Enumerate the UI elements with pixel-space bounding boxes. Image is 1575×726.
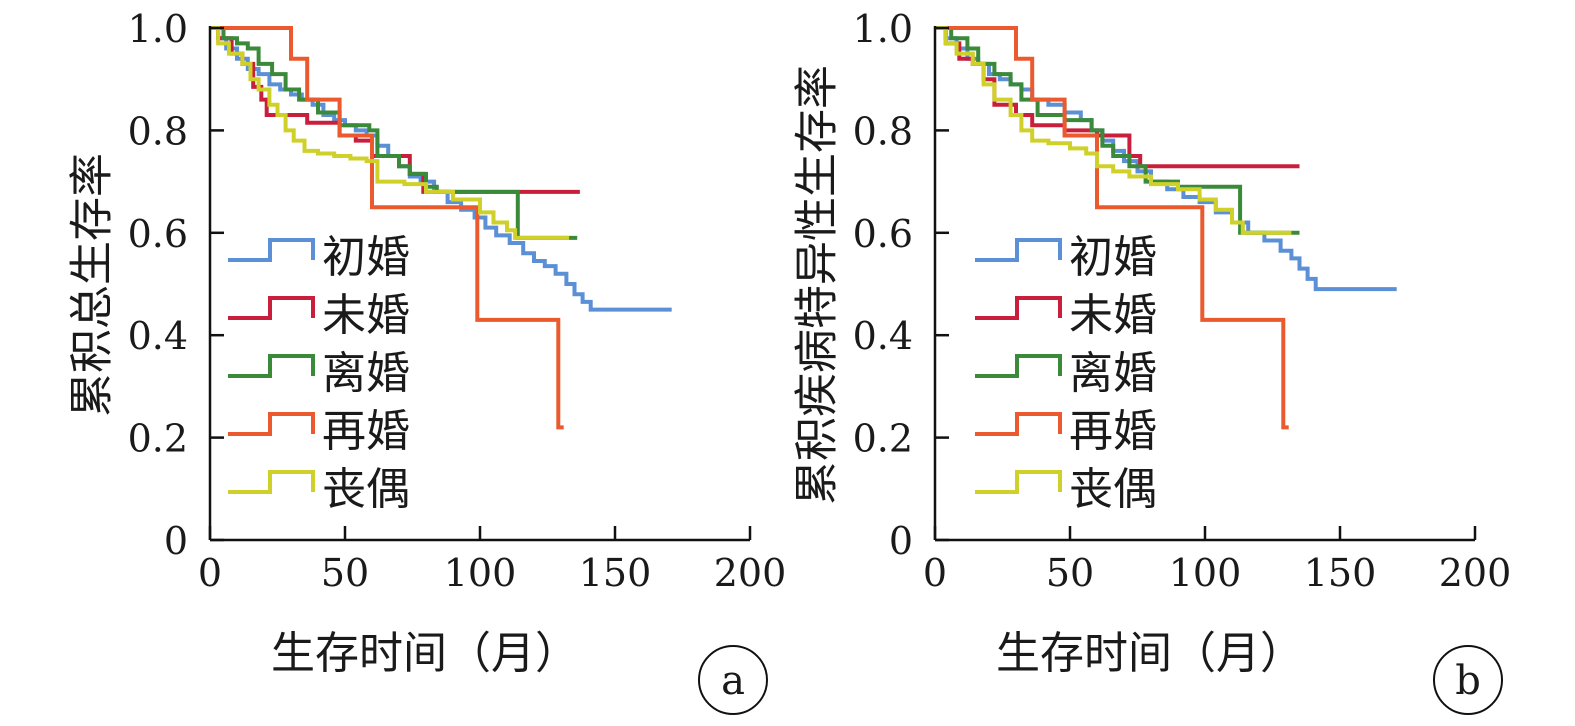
legend-swatch-2 (975, 354, 1062, 378)
legend-swatch-3 (228, 412, 315, 436)
y-tick-label: 0.2 (128, 417, 188, 461)
y-tick-label: 0.8 (853, 109, 913, 153)
x-tick-label: 200 (714, 551, 787, 595)
y-tick-label: 0.4 (128, 314, 188, 358)
legend-swatch-2 (228, 354, 315, 378)
legend-label: 离婚 (1069, 348, 1157, 399)
legend-label: 丧偶 (1069, 464, 1157, 515)
legend-swatch-0 (228, 238, 315, 262)
x-axis-label: 生存时间（月） (271, 628, 579, 679)
legend-label: 未婚 (1069, 290, 1157, 341)
series-line-4 (935, 26, 1292, 235)
y-tick-label: 0.6 (128, 212, 188, 256)
y-axis-label: 累积总生存率 (67, 153, 118, 417)
x-tick-label: 50 (1046, 551, 1094, 595)
series-line-2 (935, 26, 1300, 235)
x-tick-label: 150 (579, 551, 652, 595)
legend-swatch-1 (228, 296, 315, 320)
chart-panel-b: 0 0.2 0.4 0.6 0.8 1.0 0 50 100 150 200 生存时间（月） 累积疾病特… (792, 7, 1512, 715)
y-tick-label: 1.0 (128, 7, 188, 51)
y-axis-label: 累积疾病特异性生存率 (792, 65, 843, 505)
series-line-0 (935, 26, 1397, 292)
legend-swatch-4 (228, 470, 315, 494)
series-line-4 (210, 26, 570, 240)
x-tick-label: 100 (444, 551, 517, 595)
series-line-2 (210, 26, 578, 240)
series-line-1 (210, 26, 580, 194)
series-line-3 (210, 26, 564, 430)
y-tick-label: 1.0 (853, 7, 913, 51)
panel-label-circle (698, 645, 768, 715)
series-line-1 (935, 26, 1300, 169)
legend-swatch-0 (975, 238, 1062, 262)
x-axis-label: 生存时间（月） (996, 628, 1304, 679)
panel-label: b (1455, 658, 1481, 704)
legend-swatch-3 (975, 412, 1062, 436)
legend-label: 未婚 (322, 290, 410, 341)
legend-label: 再婚 (322, 406, 410, 457)
legend-label: 丧偶 (322, 464, 410, 515)
legend-label: 初婚 (322, 232, 410, 283)
x-tick-label: 50 (321, 551, 369, 595)
panel-label: a (721, 658, 745, 704)
x-tick-label: 200 (1439, 551, 1512, 595)
y-tick-label: 0.6 (853, 212, 913, 256)
legend-label: 离婚 (322, 348, 410, 399)
y-tick-label: 0 (164, 519, 188, 563)
panel-label-circle (1433, 645, 1503, 715)
legend-label: 再婚 (1069, 406, 1157, 457)
y-tick-label: 0.8 (128, 109, 188, 153)
legend-label: 初婚 (1069, 232, 1157, 283)
x-tick-label: 0 (923, 551, 947, 595)
legend-swatch-1 (975, 296, 1062, 320)
legend-swatch-4 (975, 470, 1062, 494)
y-tick-label: 0.4 (853, 314, 913, 358)
series-line-3 (935, 26, 1289, 430)
x-tick-label: 100 (1169, 551, 1242, 595)
series-line-0 (210, 26, 672, 312)
x-tick-label: 0 (198, 551, 222, 595)
y-tick-label: 0.2 (853, 417, 913, 461)
y-tick-label: 0 (889, 519, 913, 563)
x-tick-label: 150 (1304, 551, 1377, 595)
chart-panel-a: 0 0.2 0.4 0.6 0.8 1.0 0 50 100 150 200 生存时间（月） 累积总生存… (67, 7, 787, 715)
